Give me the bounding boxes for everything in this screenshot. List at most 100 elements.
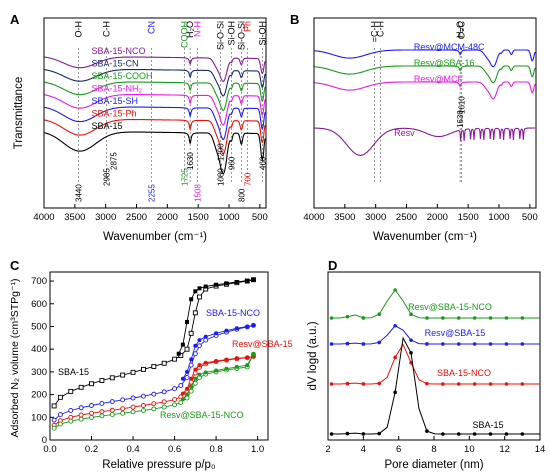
panel-b-xlabel: Wavenumber (cm⁻¹) [373, 231, 477, 243]
spectrum-sba-15-nco [44, 56, 266, 83]
desorption-point-sba-15-1 [245, 278, 250, 283]
legend-sba-15-cooh: SBA-15-COOH [91, 71, 152, 81]
adsorption-point-resv-sba-15-nco-3 [78, 416, 84, 422]
adsorption-point-resv-sba-15-8 [130, 404, 136, 410]
band-label-ph-9: Ph [243, 21, 253, 32]
desorption-point-sba-15-nco-8 [189, 357, 194, 362]
panel-d-axes: 2 4 6 8 10 12 14 [325, 436, 545, 455]
y-tick-label-300: 300 [31, 367, 47, 378]
distribution-point-resv-sba-15-8 [393, 323, 397, 328]
band-label-si-o-si-6: Si-O-Si [215, 21, 225, 50]
panel-d-ylabel: dV logd (a.u.) [307, 321, 319, 390]
panel-c-xlabel: Relative pressure p/p₀ [102, 459, 216, 471]
desorption-point-resv-sba-15-7 [193, 367, 198, 372]
desorption-point-sba-15-7 [193, 289, 198, 294]
band-label-si-o-si-8: Si-O-Si [236, 21, 246, 50]
distribution-point-sba-15-12 [425, 429, 429, 433]
distribution-point-resv-sba-15-nco-0 [329, 316, 334, 320]
distribution-point-resv-sba-15-nco-4 [361, 316, 366, 320]
distribution-point-resv-sba-15-10 [409, 338, 413, 342]
adsorption-point-sba-15-11 [161, 360, 167, 366]
desorption-point-resv-sba-15-nco-4 [214, 368, 219, 373]
distribution-point-resv-sba-15-4 [361, 342, 366, 346]
distribution-point-resv-sba-15-0 [329, 342, 334, 346]
adsorption-point-resv-sba-15-nco-16 [192, 380, 198, 386]
x-tick-label-1500: 1500 [188, 212, 209, 223]
band-label-si-oh-7: Si-OH [226, 21, 236, 46]
distribution-point-sba-15-0 [329, 432, 334, 436]
adsorption-point-sba-15-nco-14 [184, 375, 190, 381]
adsorption-point-sba-15-3 [78, 384, 84, 390]
panel-d-legend: Resv@SBA-15-NCO Resv@SBA-15 SBA-15-NCO SBA-… [408, 302, 503, 430]
annotation-1630-5: 1630 [186, 152, 195, 170]
desorption-point-resv-sba-15-5 [203, 360, 208, 365]
desorption-point-sba-15-nco-6 [197, 338, 202, 343]
desorption-point-resv-sba-15-10 [180, 391, 185, 396]
desorption-point-sba-15-11 [176, 351, 181, 356]
desorption-point-resv-sba-15-nco-10 [180, 397, 185, 402]
band-label-cn-2: CN [147, 21, 157, 34]
adsorption-point-sba-15-2 [68, 388, 74, 394]
desorption-point-resv-sba-15-2 [234, 356, 239, 361]
x-tick-label-3000: 3000 [365, 212, 386, 223]
panel-d-distributions [329, 288, 540, 436]
spectrum-sba-15-ph [44, 119, 266, 155]
desorption-point-resv-sba-15-6 [197, 363, 202, 368]
adsorption-point-resv-sba-15-4 [89, 410, 94, 416]
x-tick-label-4000: 4000 [33, 212, 54, 223]
legend-sba-15-nco: SBA-15-NCO [206, 308, 260, 318]
y-tick-label-0: 0 [42, 435, 47, 446]
adsorption-point-sba-15-8 [130, 369, 136, 375]
y-tick-label-500: 500 [31, 321, 47, 332]
legend-resv-sba-15: Resv@SBA-15 [425, 328, 486, 338]
panel-a-x-ticks: 4000 3500 3000 2500 2000 1500 1000 500 [33, 204, 268, 223]
annotation-3440-0: 3440 [75, 184, 84, 202]
panel-a-spectra [44, 56, 266, 175]
x-tick-label-0-6: 0.6 [168, 444, 181, 455]
adsorption-point-sba-15-0 [51, 403, 57, 409]
adsorption-point-resv-sba-15-nco-6 [109, 412, 115, 418]
annotation-800-9: 800 [237, 188, 246, 202]
adsorption-point-resv-sba-15-nco-4 [89, 415, 94, 420]
adsorption-point-resv-sba-15-nco-15 [188, 388, 194, 394]
panel-a-legend: SBA-15-NCO SBA-15-CN SBA-15-COOH SBA-15-NH₂… [91, 46, 152, 131]
desorption-point-sba-15-8 [189, 297, 194, 302]
annotation-1508-6: 1508 [194, 184, 203, 202]
panel-c-legend: SBA-15 SBA-15-NCO Resv@SBA-15 Resv@SBA-15-N… [58, 308, 293, 420]
adsorption-point-resv-sba-15-12 [172, 397, 178, 403]
x-tick-label-2000: 2000 [427, 212, 448, 223]
adsorption-point-resv-sba-15-nco-7 [120, 410, 126, 416]
band-label-c-c-3: C=C [456, 21, 466, 40]
adsorption-point-sba-15-nco-3 [78, 405, 84, 411]
x-tick-label-500: 500 [252, 212, 268, 223]
y-tick-label-600: 600 [31, 299, 47, 310]
adsorption-point-sba-15-nco-4 [89, 403, 94, 408]
panel-a-frame [43, 17, 267, 209]
distribution-point-sba-15-4 [361, 432, 366, 436]
desorption-point-sba-15-nco-0 [251, 323, 256, 328]
distribution-point-resv-sba-15-6 [377, 340, 382, 345]
desorption-point-resv-sba-15-nco-6 [197, 372, 202, 377]
desorption-point-sba-15-2 [234, 279, 239, 284]
adsorption-point-resv-sba-15-6 [109, 407, 115, 413]
distribution-point-resv-sba-15-nco-2 [345, 314, 350, 319]
distribution-point-sba-15-14 [441, 432, 445, 436]
desorption-point-sba-15-nco-9 [185, 369, 190, 374]
panel-c-frame [49, 271, 269, 441]
adsorption-point-sba-15-4 [89, 381, 94, 387]
annotation-1610-1: 1610 [457, 96, 466, 114]
panel-a-xlabel: Wavenumber (cm⁻¹) [103, 231, 207, 243]
x-tick-label-6: 6 [396, 444, 401, 455]
x-tick-label-2: 2 [325, 444, 330, 455]
annotation-2985-1: 2985 [103, 168, 112, 186]
annotation-1725-4: 1725 [180, 168, 189, 186]
legend-sba-15-sh: SBA-15-SH [91, 96, 138, 106]
x-tick-label-2000: 2000 [157, 212, 178, 223]
desorption-point-resv-sba-15-nco-3 [224, 366, 229, 371]
desorption-point-sba-15-nco-3 [224, 328, 229, 333]
adsorption-point-resv-sba-15-nco-5 [99, 413, 105, 419]
x-tick-label-4000: 4000 [303, 212, 324, 223]
